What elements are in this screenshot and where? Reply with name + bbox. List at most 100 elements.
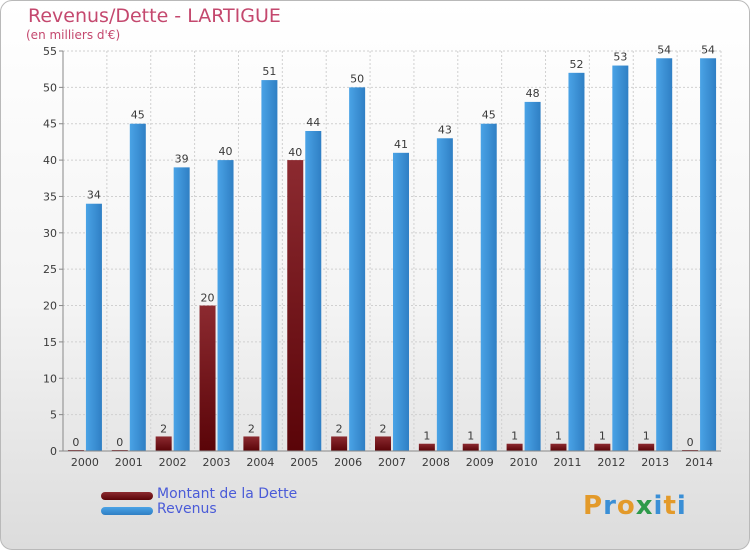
data-label-debt-2006: 2 (336, 422, 343, 435)
x-tick-label: 2005 (290, 456, 318, 469)
x-tick-label: 2013 (641, 456, 669, 469)
data-label-revenue-2009: 45 (482, 109, 496, 122)
data-label-debt-2005: 40 (288, 146, 302, 159)
y-tick-label: 25 (43, 263, 57, 276)
y-tick-label: 40 (43, 154, 57, 167)
x-tick-label: 2007 (378, 456, 406, 469)
legend-label-revenue: Revenus (157, 501, 217, 517)
bar-debt-2012 (594, 443, 611, 451)
bar-revenue-2002 (173, 167, 190, 451)
legend-label-debt: Montant de la Dette (157, 486, 298, 502)
logo-letter: t (663, 491, 677, 521)
x-tick-label: 2010 (510, 456, 538, 469)
data-label-debt-2003: 20 (201, 292, 215, 305)
logo-letter: r (603, 491, 617, 521)
x-tick-label: 2011 (553, 456, 581, 469)
data-label-debt-2013: 1 (643, 430, 650, 443)
y-tick-label: 20 (43, 300, 57, 313)
x-axis: 2000 2001 2002 2003 2004 2005 2006 2007 2008 2009… (63, 450, 721, 469)
logo-letter: i (653, 491, 664, 521)
chart-title: Revenus/Dette - LARTIGUE (28, 5, 281, 27)
bar-debt-2013 (638, 443, 655, 451)
data-label-debt-2011: 1 (555, 430, 562, 443)
logo-letter: o (616, 491, 636, 521)
y-tick-label: 50 (43, 81, 57, 94)
y-tick-label: 30 (43, 227, 57, 240)
logo-letter: x (635, 491, 654, 521)
data-label-debt-2000: 0 (72, 436, 79, 449)
logo-letter: i (676, 491, 687, 521)
x-tick-label: 2008 (422, 456, 450, 469)
data-label-revenue-2007: 41 (394, 138, 408, 151)
bar-revenue-2014 (700, 58, 717, 451)
data-label-revenue-2013: 54 (657, 43, 671, 56)
y-tick-label: 35 (43, 190, 57, 203)
bar-revenue-2004 (261, 80, 278, 451)
x-tick-label: 2003 (203, 456, 231, 469)
y-tick-label: 5 (50, 409, 57, 422)
proxiti-logo: Proxiti (583, 491, 687, 521)
bar-debt-2002 (155, 436, 172, 451)
x-tick-label: 2014 (685, 456, 713, 469)
data-label-debt-2002: 2 (160, 422, 167, 435)
chart-subtitle: (en milliers d'€) (26, 28, 121, 42)
bar-revenue-2008 (436, 138, 453, 452)
data-label-revenue-2003: 40 (219, 145, 233, 158)
bar-debt-2006 (331, 436, 348, 451)
logo-letter: P (583, 491, 604, 521)
data-label-debt-2014: 0 (687, 436, 694, 449)
data-label-revenue-2002: 39 (175, 152, 189, 165)
x-tick-label: 2012 (597, 456, 625, 469)
bar-revenue-2003 (217, 160, 234, 451)
data-label-debt-2001: 0 (116, 436, 123, 449)
data-label-debt-2010: 1 (511, 430, 518, 443)
data-label-revenue-2001: 45 (131, 109, 145, 122)
bar-revenue-2005 (305, 131, 322, 451)
data-label-revenue-2010: 48 (526, 87, 540, 100)
data-label-revenue-2012: 53 (613, 51, 627, 64)
bars: 0 34 0 45 2 39 20 40 2 51 40 44 2 50 2 41 1 43 1 45 1 48 1 52 1 5… (67, 43, 717, 452)
data-label-debt-2009: 1 (467, 430, 474, 443)
x-tick-label: 2009 (466, 456, 494, 469)
data-label-revenue-2004: 51 (262, 65, 276, 78)
legend-swatch-revenue (101, 507, 153, 515)
x-tick-label: 2002 (159, 456, 187, 469)
bar-debt-2009 (462, 443, 479, 451)
bar-revenue-2013 (656, 58, 673, 451)
data-label-debt-2004: 2 (248, 422, 255, 435)
bar-revenue-2000 (85, 203, 102, 451)
y-tick-label: 45 (43, 118, 57, 131)
y-tick-label: 10 (43, 372, 57, 385)
y-tick-label: 0 (50, 445, 57, 458)
x-tick-label: 2006 (334, 456, 362, 469)
data-label-revenue-2005: 44 (306, 116, 320, 129)
bar-revenue-2009 (480, 123, 497, 452)
bar-revenue-2012 (612, 65, 629, 451)
y-tick-label: 15 (43, 336, 57, 349)
x-tick-label: 2004 (246, 456, 274, 469)
data-label-revenue-2000: 34 (87, 189, 101, 202)
data-label-revenue-2014: 54 (701, 43, 715, 56)
grid-lines (62, 50, 722, 452)
bar-debt-2004 (243, 436, 260, 451)
bar-revenue-2011 (568, 72, 585, 452)
data-label-debt-2008: 1 (423, 430, 430, 443)
bar-debt-2003 (199, 305, 216, 451)
data-label-debt-2012: 1 (599, 430, 606, 443)
bar-debt-2010 (506, 443, 523, 451)
data-label-revenue-2011: 52 (569, 58, 583, 71)
bar-debt-2007 (375, 436, 391, 451)
data-label-debt-2007: 2 (380, 422, 387, 435)
bar-revenue-2001 (129, 123, 146, 452)
x-tick-label: 2001 (115, 456, 143, 469)
data-label-revenue-2006: 50 (350, 72, 364, 85)
bar-revenue-2006 (349, 87, 366, 451)
bar-revenue-2010 (524, 101, 541, 451)
y-tick-label: 55 (43, 45, 57, 58)
bar-debt-2008 (418, 443, 435, 451)
x-tick-label: 2000 (71, 456, 99, 469)
bar-debt-2005 (287, 160, 304, 451)
data-label-revenue-2008: 43 (438, 123, 452, 136)
